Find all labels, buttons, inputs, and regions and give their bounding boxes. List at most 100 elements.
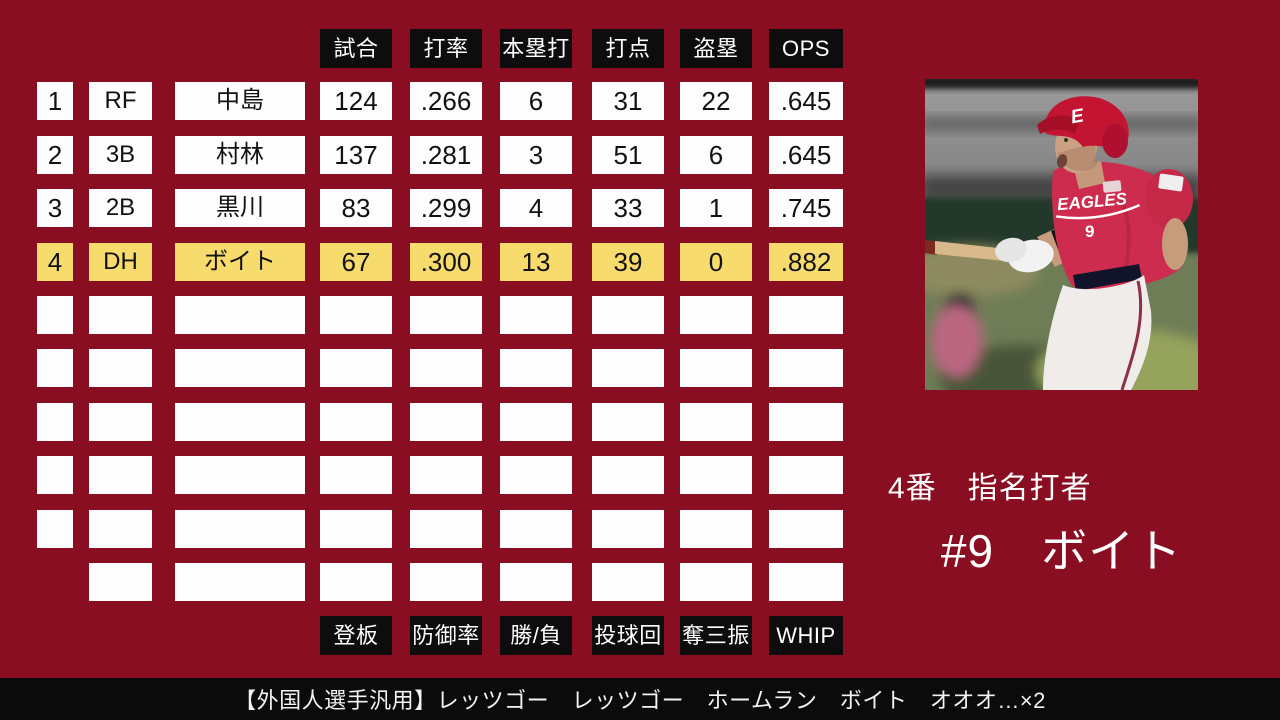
row-1-stat-5: 22 xyxy=(680,82,752,120)
row-1-name: 中島 xyxy=(175,82,305,120)
row-9-name xyxy=(175,510,305,548)
row-8-stat-6 xyxy=(769,456,843,494)
row-5-name xyxy=(175,296,305,334)
row-4-stat-5: 0 xyxy=(680,243,752,281)
row-9-order xyxy=(37,510,73,548)
row-8-order xyxy=(37,456,73,494)
row-7-stat-6 xyxy=(769,403,843,441)
row-6-stat-2 xyxy=(410,349,482,387)
player-photo: EAGLES 9 E xyxy=(925,79,1198,390)
row-10-name xyxy=(175,563,305,601)
row-1-stat-2: .266 xyxy=(410,82,482,120)
row-1-position: RF xyxy=(89,82,152,120)
row-10-stat-5 xyxy=(680,563,752,601)
caption-bar: 【外国人選手汎用】レッツゴー レッツゴー ホームラン ボイト オオオ…×2 xyxy=(0,678,1280,720)
row-5-stat-2 xyxy=(410,296,482,334)
row-3-stat-4: 33 xyxy=(592,189,664,227)
row-1-stat-3: 6 xyxy=(500,82,572,120)
lineup-position-label: 4番 指名打者 xyxy=(888,472,1092,505)
row-7-stat-5 xyxy=(680,403,752,441)
batting-header-1: 試合 xyxy=(320,29,392,68)
row-10-stat-2 xyxy=(410,563,482,601)
caption-text: 【外国人選手汎用】レッツゴー レッツゴー ホームラン ボイト オオオ…×2 xyxy=(234,688,1046,713)
row-10-stat-4 xyxy=(592,563,664,601)
row-4-position: DH xyxy=(89,243,152,281)
row-2-stat-5: 6 xyxy=(680,136,752,174)
batting-header-6: OPS xyxy=(769,29,843,68)
row-7-stat-3 xyxy=(500,403,572,441)
row-9-position xyxy=(89,510,152,548)
row-1-order: 1 xyxy=(37,82,73,120)
jersey-number-text: 9 xyxy=(1085,222,1094,241)
row-7-name xyxy=(175,403,305,441)
row-6-stat-3 xyxy=(500,349,572,387)
row-1-stat-6: .645 xyxy=(769,82,843,120)
row-8-stat-2 xyxy=(410,456,482,494)
row-10-position xyxy=(89,563,152,601)
row-6-name xyxy=(175,349,305,387)
row-4-order: 4 xyxy=(37,243,73,281)
row-5-stat-4 xyxy=(592,296,664,334)
row-8-stat-1 xyxy=(320,456,392,494)
row-5-stat-6 xyxy=(769,296,843,334)
row-8-stat-3 xyxy=(500,456,572,494)
row-2-stat-2: .281 xyxy=(410,136,482,174)
row-6-stat-5 xyxy=(680,349,752,387)
row-10-stat-3 xyxy=(500,563,572,601)
row-3-stat-5: 1 xyxy=(680,189,752,227)
row-6-stat-1 xyxy=(320,349,392,387)
batting-header-5: 盗塁 xyxy=(680,29,752,68)
row-7-stat-1 xyxy=(320,403,392,441)
pitching-header-1: 登板 xyxy=(320,616,392,655)
row-6-order xyxy=(37,349,73,387)
row-7-stat-2 xyxy=(410,403,482,441)
row-5-stat-5 xyxy=(680,296,752,334)
row-7-position xyxy=(89,403,152,441)
row-2-stat-3: 3 xyxy=(500,136,572,174)
row-3-stat-1: 83 xyxy=(320,189,392,227)
helmet-logo-text: E xyxy=(1069,105,1086,128)
pitching-header-2: 防御率 xyxy=(410,616,482,655)
row-8-stat-4 xyxy=(592,456,664,494)
row-3-stat-6: .745 xyxy=(769,189,843,227)
row-4-stat-1: 67 xyxy=(320,243,392,281)
row-5-position xyxy=(89,296,152,334)
row-4-stat-4: 39 xyxy=(592,243,664,281)
row-6-position xyxy=(89,349,152,387)
row-5-stat-1 xyxy=(320,296,392,334)
row-2-position: 3B xyxy=(89,136,152,174)
row-2-stat-6: .645 xyxy=(769,136,843,174)
row-8-position xyxy=(89,456,152,494)
row-9-stat-6 xyxy=(769,510,843,548)
row-9-stat-1 xyxy=(320,510,392,548)
row-2-name: 村林 xyxy=(175,136,305,174)
row-8-name xyxy=(175,456,305,494)
row-4-stat-6: .882 xyxy=(769,243,843,281)
row-5-order xyxy=(37,296,73,334)
row-3-stat-3: 4 xyxy=(500,189,572,227)
row-1-stat-1: 124 xyxy=(320,82,392,120)
batting-header-4: 打点 xyxy=(592,29,664,68)
row-10-stat-6 xyxy=(769,563,843,601)
row-6-stat-4 xyxy=(592,349,664,387)
row-3-position: 2B xyxy=(89,189,152,227)
pitching-header-5: 奪三振 xyxy=(680,616,752,655)
row-4-stat-2: .300 xyxy=(410,243,482,281)
row-4-stat-3: 13 xyxy=(500,243,572,281)
row-7-order xyxy=(37,403,73,441)
row-4-name: ボイト xyxy=(175,243,305,281)
row-3-stat-2: .299 xyxy=(410,189,482,227)
row-7-stat-4 xyxy=(592,403,664,441)
player-photo-illustration: EAGLES 9 E xyxy=(925,79,1198,390)
row-9-stat-3 xyxy=(500,510,572,548)
row-9-stat-4 xyxy=(592,510,664,548)
batting-header-2: 打率 xyxy=(410,29,482,68)
pitching-header-6: WHIP xyxy=(769,616,843,655)
row-3-name: 黒川 xyxy=(175,189,305,227)
row-1-stat-4: 31 xyxy=(592,82,664,120)
row-8-stat-5 xyxy=(680,456,752,494)
row-9-stat-5 xyxy=(680,510,752,548)
row-5-stat-3 xyxy=(500,296,572,334)
row-10-stat-1 xyxy=(320,563,392,601)
